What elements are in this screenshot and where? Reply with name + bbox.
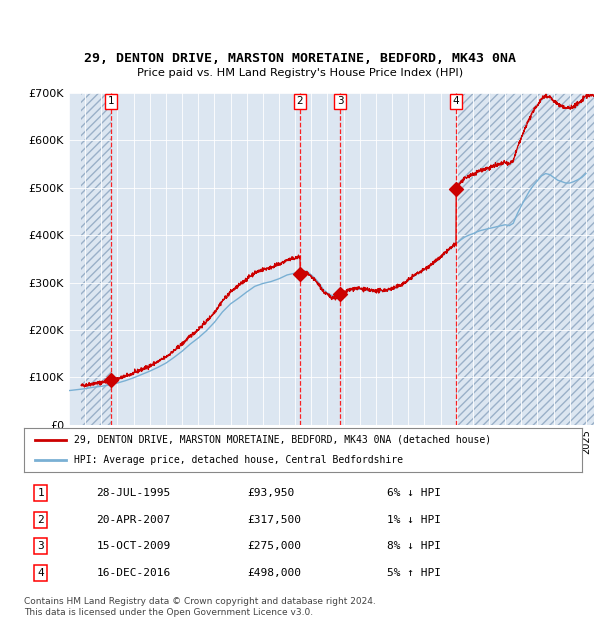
Text: £317,500: £317,500 [247,515,301,525]
Text: 3: 3 [337,96,344,106]
Bar [456,93,594,425]
Text: 2: 2 [296,96,304,106]
Text: Price paid vs. HM Land Registry's House Price Index (HPI): Price paid vs. HM Land Registry's House … [137,68,463,78]
Text: 29, DENTON DRIVE, MARSTON MORETAINE, BEDFORD, MK43 0NA: 29, DENTON DRIVE, MARSTON MORETAINE, BED… [84,52,516,65]
Text: 4: 4 [453,96,460,106]
Text: 15-OCT-2009: 15-OCT-2009 [97,541,171,551]
Text: 28-JUL-1995: 28-JUL-1995 [97,488,171,498]
Point [106,375,115,385]
Text: Contains HM Land Registry data © Crown copyright and database right 2024.
This d: Contains HM Land Registry data © Crown c… [24,598,376,617]
Text: 1% ↓ HPI: 1% ↓ HPI [387,515,440,525]
Text: 16-DEC-2016: 16-DEC-2016 [97,568,171,578]
Text: HPI: Average price, detached house, Central Bedfordshire: HPI: Average price, detached house, Cent… [74,455,403,466]
Text: 20-APR-2007: 20-APR-2007 [97,515,171,525]
Text: 1: 1 [37,488,44,498]
Text: 3: 3 [37,541,44,551]
Text: 2: 2 [37,515,44,525]
Point [295,269,305,279]
Point [335,290,345,299]
Text: £93,950: £93,950 [247,488,295,498]
Text: 6% ↓ HPI: 6% ↓ HPI [387,488,440,498]
Point [451,184,461,193]
Text: £498,000: £498,000 [247,568,301,578]
Text: £275,000: £275,000 [247,541,301,551]
Text: 29, DENTON DRIVE, MARSTON MORETAINE, BEDFORD, MK43 0NA (detached house): 29, DENTON DRIVE, MARSTON MORETAINE, BED… [74,435,491,445]
Text: 4: 4 [37,568,44,578]
Bar [81,93,110,425]
Text: 8% ↓ HPI: 8% ↓ HPI [387,541,440,551]
Text: 1: 1 [107,96,114,106]
Text: 5% ↑ HPI: 5% ↑ HPI [387,568,440,578]
